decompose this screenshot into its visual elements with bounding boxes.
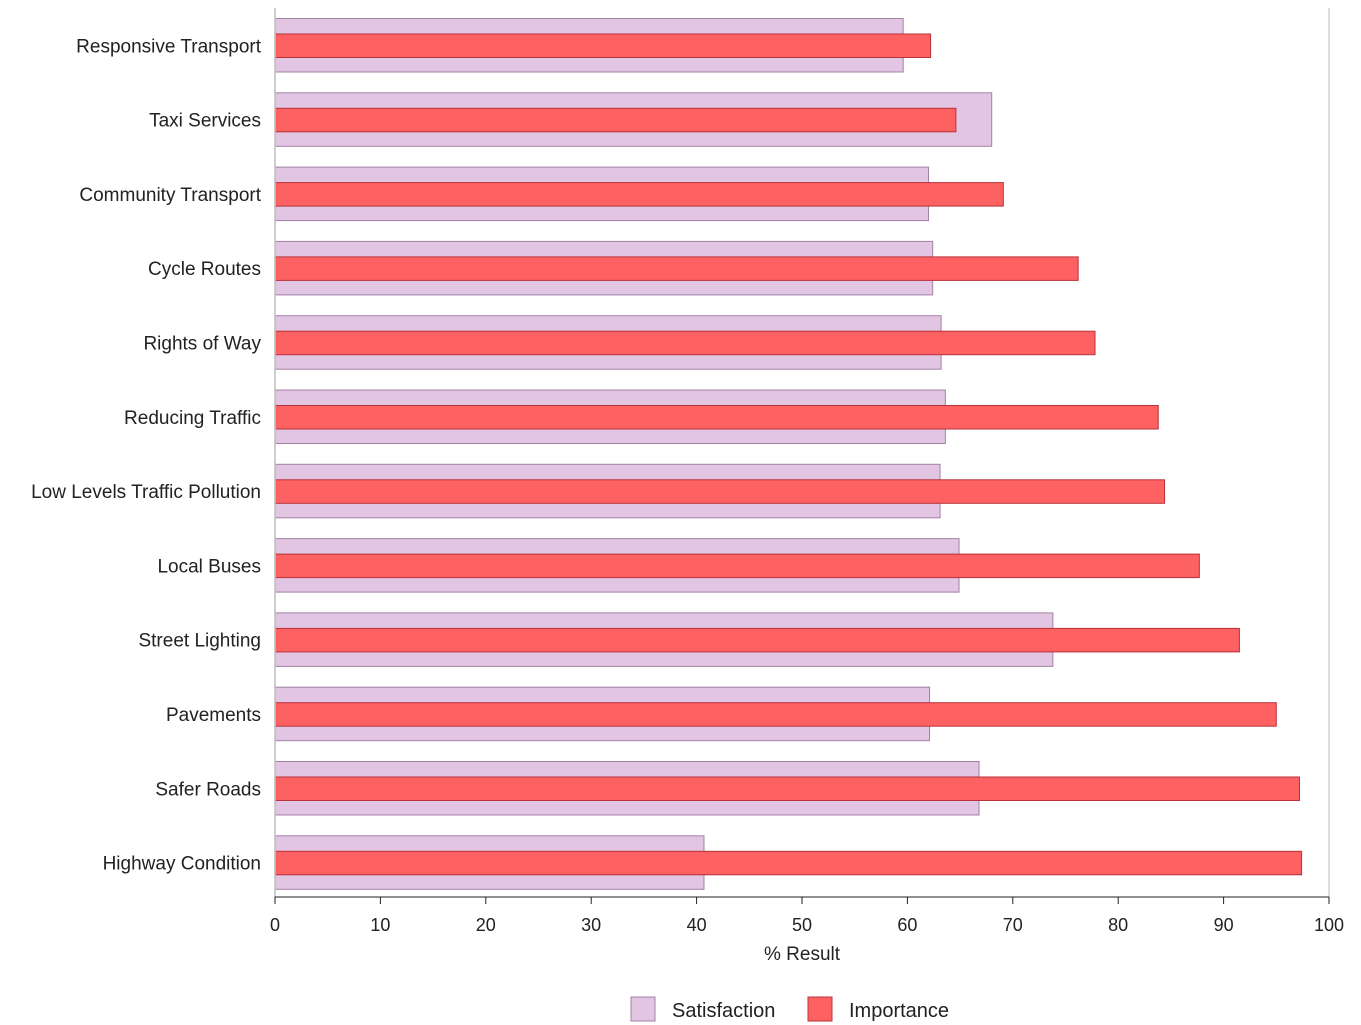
x-tick-label: 40 [687,915,707,935]
category-label: Highway Condition [103,854,261,875]
bars-layer [274,18,1303,890]
x-tick-label: 50 [792,915,812,935]
category-label: Responsive Transport [76,36,262,57]
category-label: Cycle Routes [148,259,261,280]
bar-importance [274,553,1200,579]
x-tick-label: 90 [1214,915,1234,935]
x-tick-label: 20 [476,915,496,935]
bar-importance [274,702,1277,727]
bar-importance [274,330,1096,356]
x-tick-label: 30 [581,915,601,935]
y-axis: Responsive Transport Taxi Services Communi… [31,8,276,898]
x-axis-title: % Result [764,944,841,965]
category-label: Community Transport [79,185,261,206]
x-tick-label: 60 [897,915,917,935]
category-label: Taxi Services [149,111,261,132]
legend-swatch [630,996,656,1022]
x-tick-label: 100 [1314,915,1344,935]
category-label: Safer Roads [155,779,261,800]
x-tick-label: 70 [1003,915,1023,935]
category-label: Low Levels Traffic Pollution [31,482,261,503]
bar-importance [274,256,1079,281]
category-label: Local Buses [157,556,261,577]
x-tick-label: 80 [1108,915,1128,935]
bar-importance [274,33,932,58]
legend: Satisfaction Importance [630,996,949,1022]
x-tick-label: 0 [270,915,280,935]
bar-importance [274,405,1159,430]
legend-swatch [807,996,833,1022]
bar-importance [274,107,957,133]
legend-label: Importance [849,1000,949,1022]
category-label: Pavements [166,705,261,726]
bar-importance [274,479,1166,504]
x-tick-label: 10 [370,915,390,935]
bar-importance [274,776,1300,801]
bar-importance [274,850,1303,876]
legend-label: Satisfaction [672,1000,775,1022]
x-axis: 0 10 20 30 40 50 60 70 80 90 100 [270,896,1344,935]
bar-importance [274,182,1004,207]
category-label: Reducing Traffic [124,408,261,429]
category-label: Rights of Way [143,333,261,354]
bar-importance [274,627,1240,653]
category-label: Street Lighting [138,631,261,652]
